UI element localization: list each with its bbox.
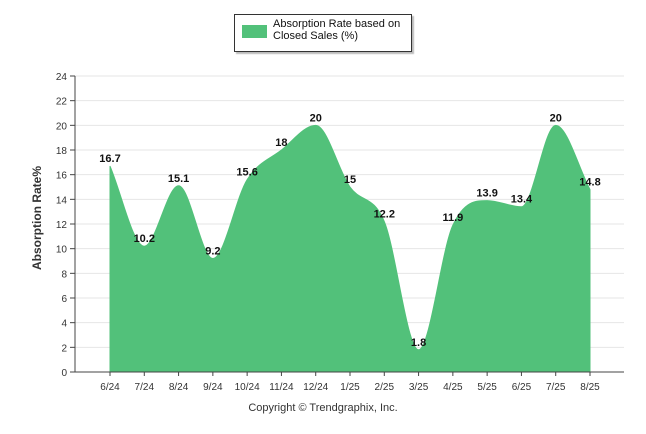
y-tick-label: 16 [56, 171, 68, 182]
x-tick-label: 10/24 [235, 382, 260, 393]
data-label: 20 [310, 112, 322, 124]
series-area-fill [109, 124, 591, 373]
y-tick-label: 12 [56, 220, 68, 231]
data-label: 16.7 [99, 153, 120, 165]
y-tick-label: 18 [56, 146, 68, 157]
x-tick-label: 1/25 [340, 382, 360, 393]
data-label: 9.2 [205, 246, 220, 258]
data-label: 13.9 [476, 188, 497, 200]
data-label: 10.2 [134, 233, 155, 245]
data-label: 18 [275, 137, 287, 149]
data-label: 15 [344, 174, 356, 186]
data-label: 13.4 [511, 194, 533, 206]
data-label: 20 [550, 112, 562, 124]
x-tick-label: 12/24 [303, 382, 328, 393]
x-tick-label: 8/25 [580, 382, 600, 393]
data-label: 15.6 [236, 167, 257, 179]
legend-label: Absorption Rate based on Closed Sales (%… [273, 18, 401, 42]
x-tick-label: 6/24 [100, 382, 120, 393]
y-tick-label: 10 [56, 245, 68, 256]
y-tick-label: 22 [56, 97, 68, 108]
x-tick-label: 3/25 [409, 382, 429, 393]
y-tick-label: 8 [61, 269, 67, 280]
x-tick-label: 7/25 [546, 382, 566, 393]
x-tick-label: 8/24 [169, 382, 189, 393]
data-label: 11.9 [442, 212, 463, 224]
data-label: 15.1 [168, 173, 189, 185]
data-label: 12.2 [374, 209, 395, 221]
y-tick-label: 4 [61, 319, 67, 330]
x-tick-label: 5/25 [477, 382, 497, 393]
y-tick-label: 24 [56, 72, 68, 83]
legend: Absorption Rate based on Closed Sales (%… [234, 14, 412, 52]
y-axis-title: Absorption Rate% [30, 166, 44, 270]
data-labels: 16.7 10.2 15.1 9.2 15.6 18 20 15 12.2 1.8 11.9 13.9… [99, 112, 600, 348]
copyright-text: Copyright © Trendgraphix, Inc. [248, 402, 398, 414]
x-tick-label: 7/24 [135, 382, 155, 393]
data-label: 1.8 [411, 337, 426, 349]
data-label: 14.8 [579, 176, 600, 188]
y-tick-label: 2 [61, 343, 67, 354]
series-area [109, 124, 591, 373]
x-tick-label: 9/24 [203, 382, 223, 393]
x-tick-label: 11/24 [269, 382, 294, 393]
y-tick-label: 14 [56, 195, 68, 206]
y-tick-label: 20 [56, 121, 68, 132]
y-tick-label: 0 [61, 368, 67, 379]
x-tick-label: 6/25 [512, 382, 532, 393]
y-tick-label: 6 [61, 294, 67, 305]
legend-swatch [242, 25, 267, 38]
x-tick-label: 2/25 [375, 382, 395, 393]
x-tick-label: 4/25 [443, 382, 463, 393]
